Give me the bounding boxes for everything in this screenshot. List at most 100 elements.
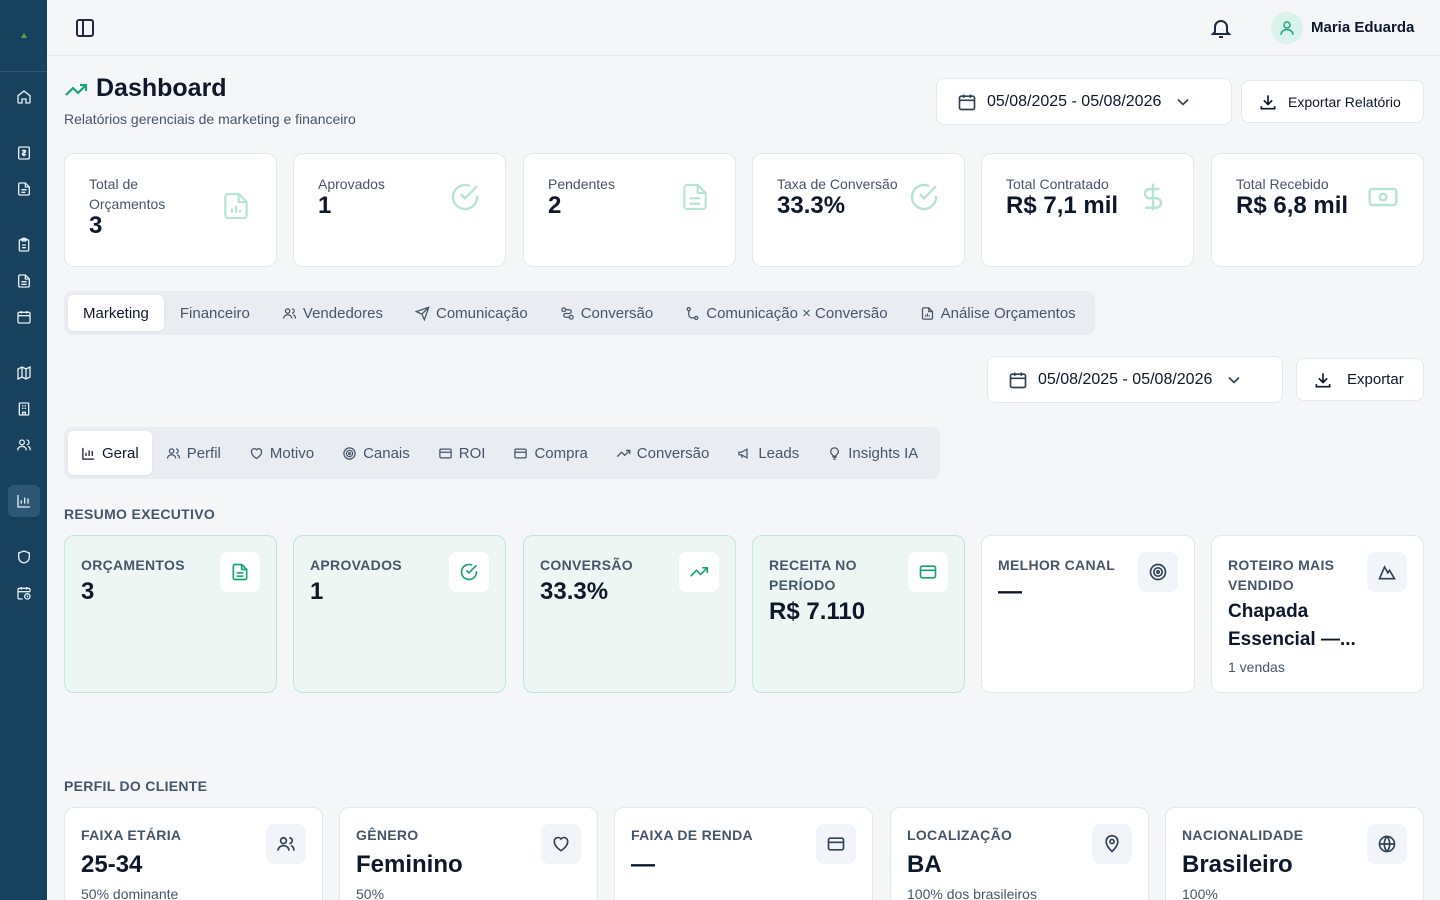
bar-chart-icon <box>81 446 96 461</box>
profile-label: LOCALIZAÇÃO <box>907 827 1013 843</box>
users-icon <box>166 446 181 461</box>
home-icon[interactable] <box>8 81 40 113</box>
tab-insights-ia[interactable]: Insights IA <box>813 431 932 475</box>
kpi-label: Total Contratado <box>1006 176 1109 192</box>
receipt-icon[interactable] <box>8 137 40 169</box>
credit-card-icon <box>908 552 948 592</box>
user-name[interactable]: Maria Eduarda <box>1311 19 1415 36</box>
file-chart-icon <box>920 306 935 321</box>
date-range-picker[interactable]: 05/08/2025 - 05/08/2026 <box>936 78 1232 125</box>
kpi-card-total-contratado: Total Contratado R$ 7,1 mil <box>981 153 1194 267</box>
summary-label: ROTEIRO MAIS VENDIDO <box>1228 557 1335 593</box>
tab-label: Vendedores <box>302 304 383 322</box>
map-pin-icon <box>1092 824 1132 864</box>
tab-label: Análise Orçamentos <box>940 304 1076 322</box>
tab-marketing[interactable]: Marketing <box>68 295 164 331</box>
tab-conversao[interactable]: Conversão <box>544 295 670 331</box>
tab-vendedores[interactable]: Vendedores <box>266 295 399 331</box>
tab-label: Financeiro <box>179 304 250 322</box>
trending-up-icon <box>64 80 88 100</box>
summary-card-conversao: CONVERSÃO 33.3% <box>523 535 736 693</box>
tab-perfil[interactable]: Perfil <box>152 431 235 475</box>
kpi-card-pendentes: Pendentes 2 <box>523 153 736 267</box>
kpi-value: 3 <box>89 212 103 239</box>
profile-card-genero: GÊNERO Feminino 50% <box>339 807 598 900</box>
profile-foot: 50% dominante <box>81 886 179 900</box>
tab-label: Canais <box>363 444 410 462</box>
marketing-date-range-picker[interactable]: 05/08/2025 - 05/08/2026 <box>987 356 1283 403</box>
file-text-icon <box>679 181 711 213</box>
tab-canais[interactable]: Canais <box>328 431 424 475</box>
date-range-value: 05/08/2025 - 05/08/2026 <box>987 92 1162 110</box>
bell-icon[interactable] <box>1209 16 1233 40</box>
tab-analise-orcamentos[interactable]: Análise Orçamentos <box>904 295 1092 331</box>
tab-label: Leads <box>758 444 800 462</box>
calendar-icon[interactable] <box>8 301 40 333</box>
download-icon <box>1313 370 1333 390</box>
tab-geral[interactable]: Geral <box>68 431 152 475</box>
tab-compra[interactable]: Compra <box>499 431 601 475</box>
calendar-icon <box>1008 370 1028 390</box>
sidebar-toggle-icon[interactable] <box>73 16 97 40</box>
clipboard-icon[interactable] <box>8 229 40 261</box>
profile-foot: 100% dos brasileiros <box>907 886 1037 900</box>
page-subtitle: Relatórios gerenciais de marketing e fin… <box>64 111 356 127</box>
profile-label: NACIONALIDADE <box>1182 827 1304 843</box>
tab-conversao-sub[interactable]: Conversão <box>602 431 724 475</box>
profile-card-nacionalidade: NACIONALIDADE Brasileiro 100% <box>1165 807 1424 900</box>
profile-label: FAIXA ETÁRIA <box>81 827 182 843</box>
dollar-icon <box>1137 181 1169 213</box>
route-icon <box>685 306 700 321</box>
kpi-label: Total de Orçamentos <box>89 176 166 212</box>
document-icon[interactable] <box>8 265 40 297</box>
sidebar <box>0 0 47 900</box>
tab-label: Conversão <box>636 444 710 462</box>
building-icon[interactable] <box>8 393 40 425</box>
summary-value: 1 <box>310 578 324 605</box>
shield-icon[interactable] <box>8 541 40 573</box>
kpi-value: R$ 7,1 mil <box>1006 192 1119 219</box>
tab-comunicacao-conversao[interactable]: Comunicação × Conversão <box>669 295 903 331</box>
summary-value: 33.3% <box>540 578 609 605</box>
target-icon <box>342 446 357 461</box>
section-title-perfil: PERFIL DO CLIENTE <box>64 778 208 794</box>
summary-label: ORÇAMENTOS <box>81 557 185 573</box>
export-label: Exportar <box>1347 371 1404 388</box>
profile-value: BA <box>907 851 942 878</box>
calendar-clock-icon[interactable] <box>8 577 40 609</box>
summary-label: RECEITA NO PERÍODO <box>769 557 857 593</box>
banknote-icon <box>1367 181 1399 213</box>
export-report-button[interactable]: Exportar Relatório <box>1241 80 1424 123</box>
kpi-label: Aprovados <box>318 176 385 192</box>
tab-roi[interactable]: ROI <box>424 431 500 475</box>
heart-icon <box>541 824 581 864</box>
kpi-value: 33.3% <box>777 192 846 219</box>
download-icon <box>1258 92 1278 112</box>
page-title: Dashboard <box>96 74 227 102</box>
lightbulb-icon <box>827 446 842 461</box>
profile-label: GÊNERO <box>356 827 419 843</box>
profile-foot: 100% <box>1182 886 1218 900</box>
tab-label: Marketing <box>83 304 149 322</box>
credit-card-icon <box>513 446 528 461</box>
export-report-label: Exportar Relatório <box>1288 93 1401 110</box>
section-title-resumo: RESUMO EXECUTIVO <box>64 506 216 522</box>
map-icon[interactable] <box>8 357 40 389</box>
users-icon[interactable] <box>8 429 40 461</box>
tab-leads[interactable]: Leads <box>723 431 813 475</box>
kpi-label: Pendentes <box>548 176 615 192</box>
tab-motivo[interactable]: Motivo <box>235 431 328 475</box>
file-text-icon[interactable] <box>8 173 40 205</box>
profile-value: — <box>631 851 655 878</box>
avatar[interactable] <box>1271 12 1303 44</box>
tab-label: Geral <box>102 444 139 462</box>
tab-comunicacao[interactable]: Comunicação <box>399 295 544 331</box>
tab-financeiro[interactable]: Financeiro <box>164 295 266 331</box>
summary-value: — <box>998 578 1022 605</box>
export-button[interactable]: Exportar <box>1296 358 1424 401</box>
bar-chart-icon[interactable] <box>8 485 40 517</box>
check-circle-icon <box>449 552 489 592</box>
kpi-card-total-orcamentos: Total de Orçamentos 3 <box>64 153 277 267</box>
tab-label: Comunicação <box>435 304 528 322</box>
kpi-label: Taxa de Conversão <box>777 176 898 192</box>
